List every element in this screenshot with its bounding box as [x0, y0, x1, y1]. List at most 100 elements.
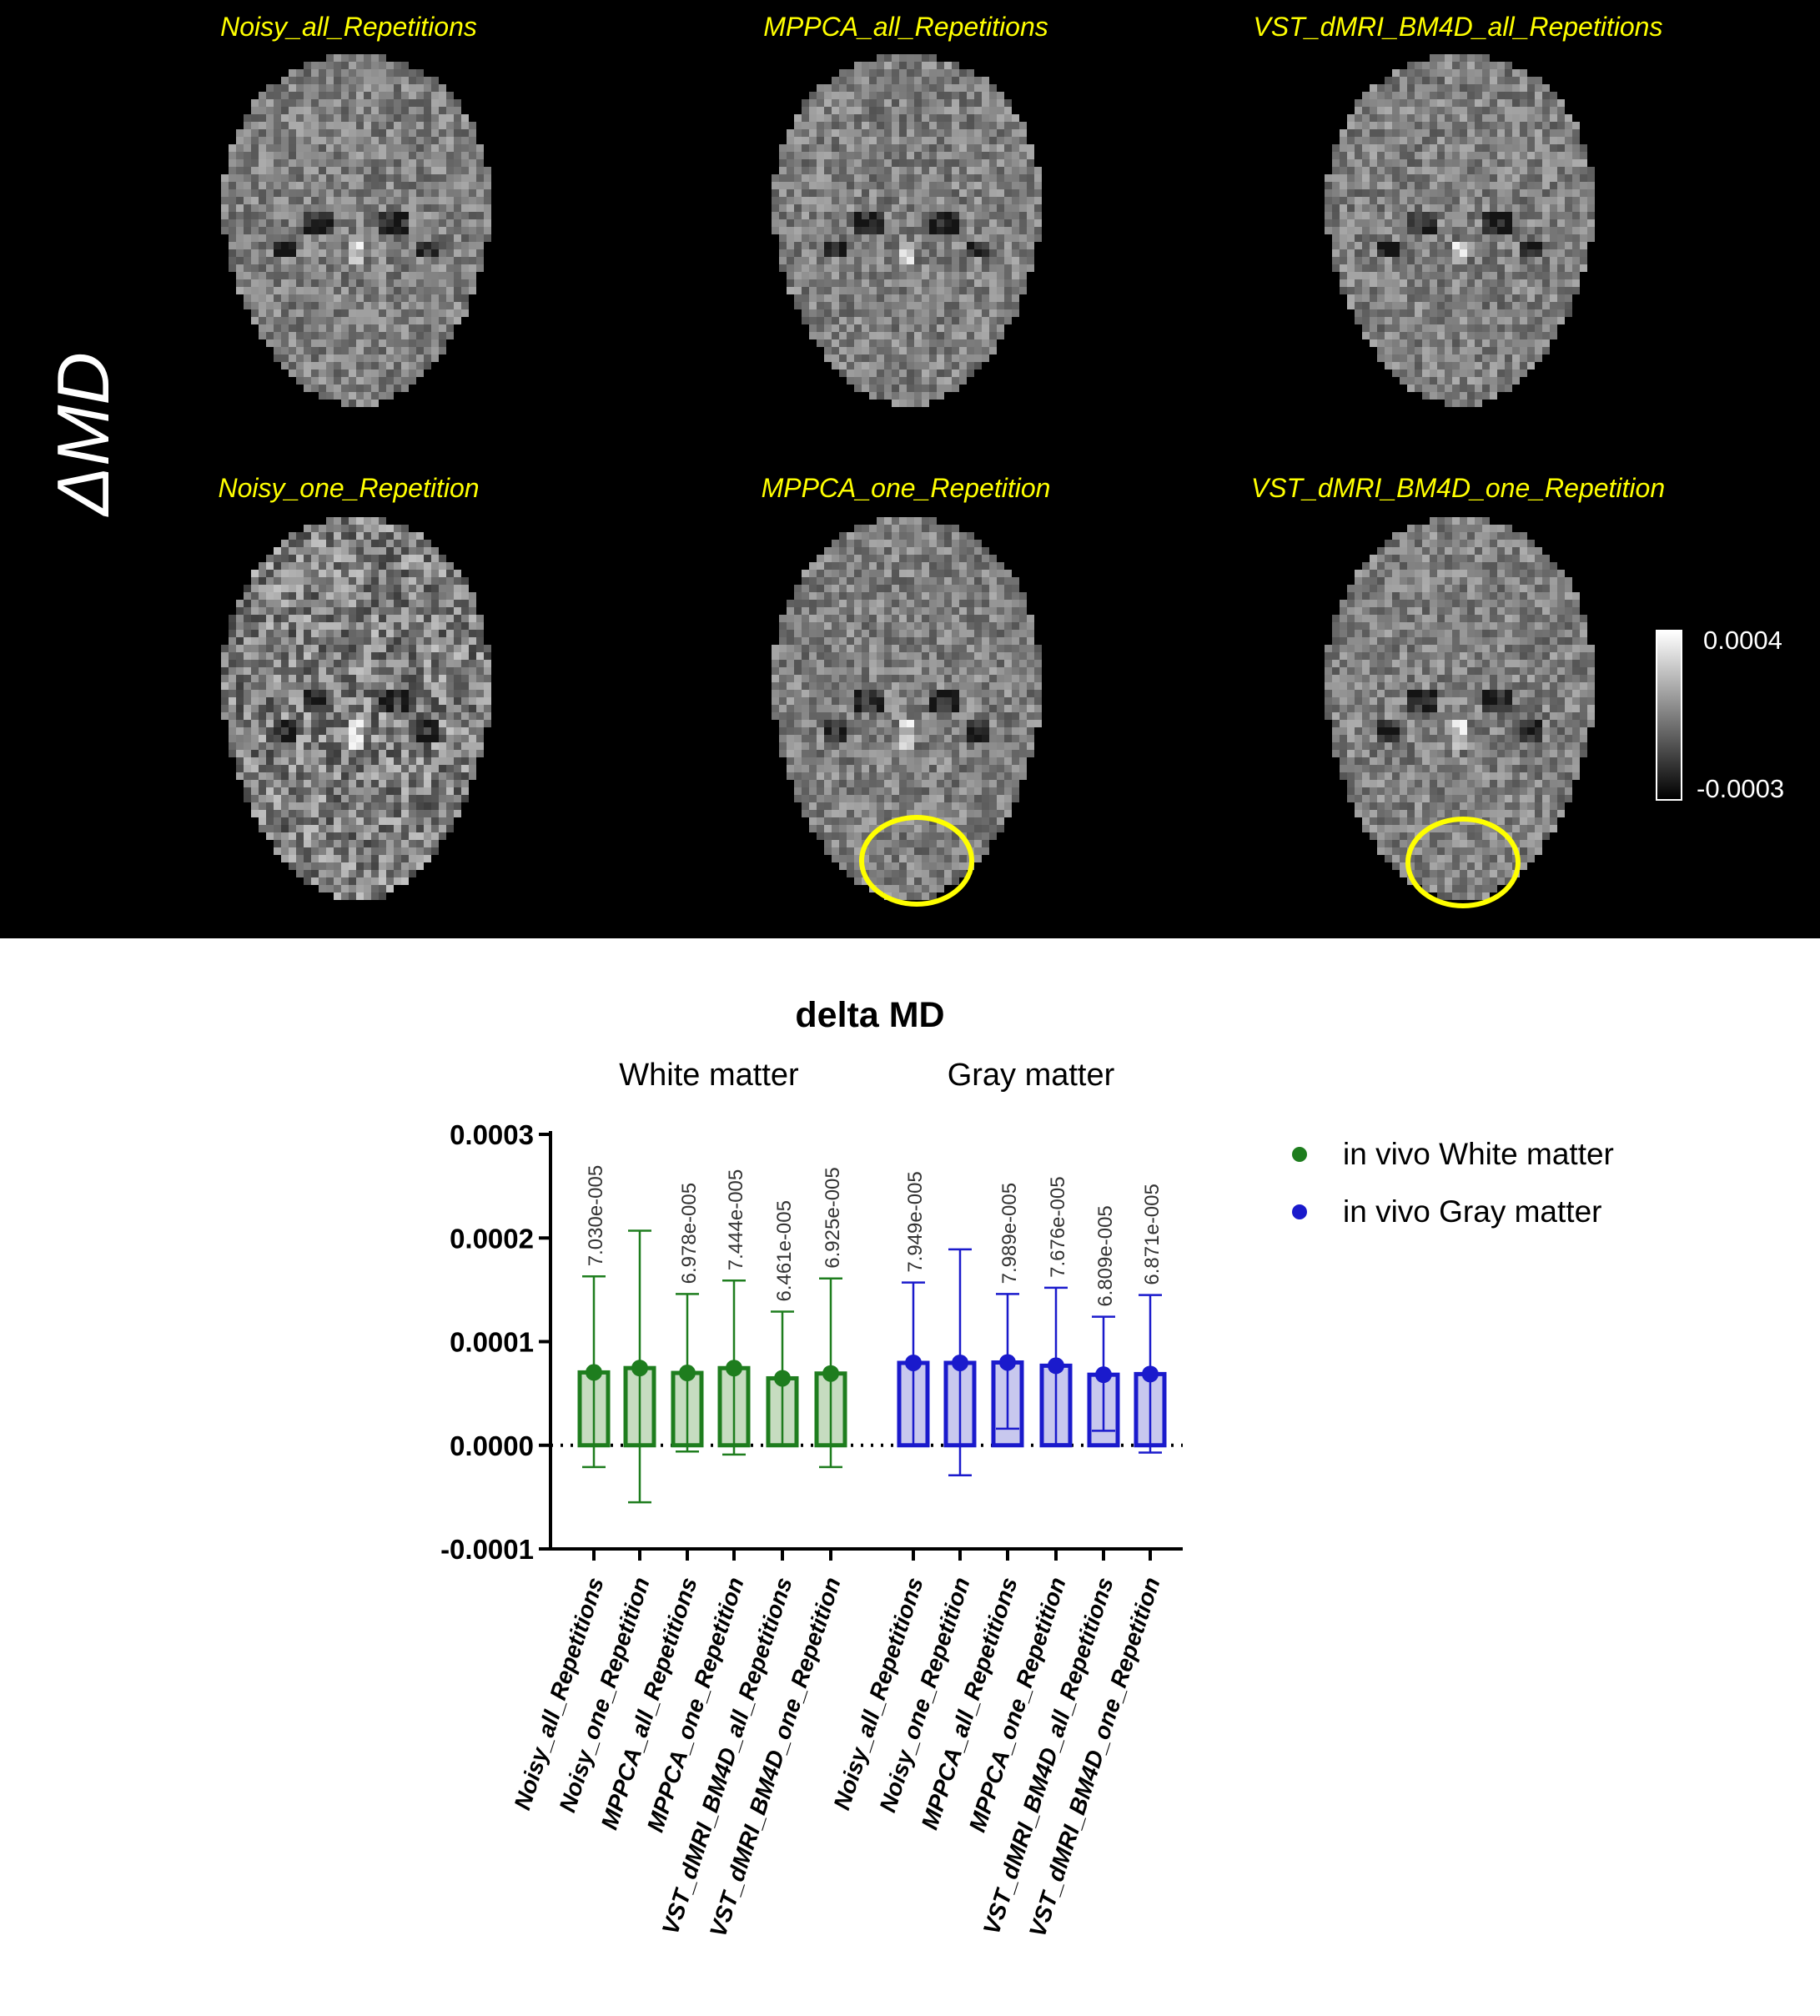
brain-pixel	[854, 272, 862, 279]
brain-pixel	[304, 645, 311, 652]
brain-pixel	[1512, 129, 1520, 137]
brain-pixel	[944, 144, 952, 152]
brain-pixel	[1460, 400, 1467, 407]
brain-pixel	[394, 720, 401, 727]
brain-pixel	[236, 727, 244, 735]
brain-pixel	[1527, 137, 1535, 144]
brain-pixel	[326, 114, 334, 122]
brain-pixel	[274, 750, 281, 757]
brain-pixel	[349, 772, 356, 780]
brain-pixel	[274, 354, 281, 362]
brain-pixel	[409, 600, 416, 607]
brain-pixel	[424, 562, 431, 570]
brain-pixel	[289, 532, 296, 540]
brain-pixel	[1557, 279, 1565, 287]
brain-pixel	[371, 92, 379, 99]
brain-pixel	[959, 144, 967, 152]
brain-pixel	[289, 675, 296, 682]
brain-pixel	[334, 660, 341, 667]
brain-pixel	[997, 272, 1004, 279]
brain-pixel	[1520, 182, 1527, 189]
brain-pixel	[401, 302, 409, 309]
brain-pixel	[1400, 234, 1407, 242]
brain-pixel	[1565, 152, 1572, 159]
brain-pixel	[394, 362, 401, 370]
brain-pixel	[809, 309, 817, 317]
brain-pixel	[802, 272, 809, 279]
brain-pixel	[281, 152, 289, 159]
brain-pixel	[326, 377, 334, 385]
brain-pixel	[1019, 182, 1027, 189]
brain-pixel	[371, 735, 379, 742]
brain-pixel	[356, 257, 364, 264]
brain-pixel	[431, 242, 439, 249]
brain-pixel	[259, 742, 266, 750]
brain-pixel	[229, 212, 236, 219]
brain-pixel	[1512, 279, 1520, 287]
brain-pixel	[877, 137, 884, 144]
brain-pixel	[304, 182, 311, 189]
brain-pixel	[416, 347, 424, 354]
brain-pixel	[869, 317, 877, 324]
brain-pixel	[1460, 99, 1467, 107]
brain-pixel	[1034, 182, 1042, 189]
brain-pixel	[454, 645, 461, 652]
brain-pixel	[349, 114, 356, 122]
brain-pixel	[266, 324, 274, 332]
brain-pixel	[446, 712, 454, 720]
brain-pixel	[326, 62, 334, 69]
brain-pixel	[974, 272, 982, 279]
brain-pixel	[854, 114, 862, 122]
brain-pixel	[431, 339, 439, 347]
brain-pixel	[1362, 324, 1370, 332]
brain-pixel	[379, 765, 386, 772]
brain-pixel	[1347, 219, 1355, 227]
brain-pixel	[1370, 137, 1377, 144]
brain-pixel	[281, 257, 289, 264]
brain-pixel	[1512, 354, 1520, 362]
brain-pixel	[839, 332, 847, 339]
brain-pixel	[416, 129, 424, 137]
brain-pixel	[356, 174, 364, 182]
brain-pixel	[326, 630, 334, 637]
brain-pixel	[944, 174, 952, 182]
brain-pixel	[334, 167, 341, 174]
brain-pixel	[341, 667, 349, 675]
brain-pixel	[401, 385, 409, 392]
brain-pixel	[1467, 69, 1475, 77]
brain-pixel	[446, 257, 454, 264]
brain-pixel	[1490, 99, 1497, 107]
brain-pixel	[244, 287, 251, 294]
brain-pixel	[401, 532, 409, 540]
brain-pixel	[1452, 189, 1460, 197]
brain-pixel	[809, 234, 817, 242]
brain-pixel	[1565, 219, 1572, 227]
brain-pixel	[244, 675, 251, 682]
brain-pixel	[229, 735, 236, 742]
brain-pixel	[1415, 167, 1422, 174]
brain-pixel	[952, 137, 959, 144]
brain-pixel	[266, 152, 274, 159]
brain-pixel	[1490, 377, 1497, 385]
brain-pixel	[439, 630, 446, 637]
brain-pixel	[386, 690, 394, 697]
brain-pixel	[296, 182, 304, 189]
brain-pixel	[1452, 227, 1460, 234]
brain-pixel	[937, 99, 944, 107]
brain-pixel	[982, 279, 989, 287]
brain-pixel	[1445, 227, 1452, 234]
brain-pixel	[952, 377, 959, 385]
brain-pixel	[416, 577, 424, 585]
brain-pixel	[922, 84, 929, 92]
brain-pixel	[1497, 377, 1505, 385]
brain-pixel	[304, 302, 311, 309]
brain-pixel	[319, 615, 326, 622]
brain-pixel	[929, 107, 937, 114]
brain-pixel	[304, 547, 311, 555]
brain-pixel	[817, 287, 824, 294]
brain-pixel	[1565, 189, 1572, 197]
brain-pixel	[461, 712, 469, 720]
brain-pixel	[1370, 339, 1377, 347]
brain-pixel	[877, 174, 884, 182]
brain-pixel	[311, 92, 319, 99]
